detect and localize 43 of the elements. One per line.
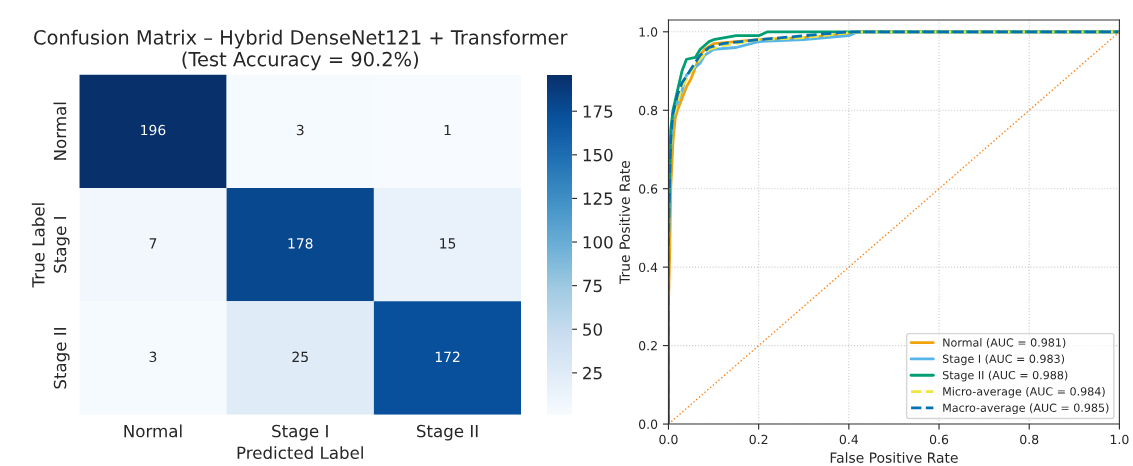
x-tick-label: 0.4 <box>839 434 859 445</box>
color-bar-label: 175 <box>583 105 613 118</box>
y-tick-label: Normal <box>53 102 67 160</box>
y-tick-label: 0.8 <box>639 105 658 116</box>
data-label: 3 <box>296 124 304 136</box>
x-tick-label: Stage I <box>272 424 328 441</box>
x-axis-title: Predicted Label <box>237 446 363 460</box>
y-tick-label: 1.0 <box>639 27 658 37</box>
data-label: 25 <box>292 351 308 363</box>
data-label: 172 <box>435 351 460 362</box>
x-tick-label: Stage II <box>416 424 478 441</box>
color-bar-label: 25 <box>583 366 602 380</box>
x-tick-label: 1.0 <box>1110 434 1129 445</box>
x-tick-label: 0.6 <box>929 434 949 445</box>
data-label: 15 <box>440 238 456 249</box>
y-axis-title: True Label <box>31 203 45 288</box>
color-bar-label: 150 <box>583 148 613 162</box>
y-tick-label: Stage II <box>53 328 70 389</box>
data-label: 196 <box>141 124 166 136</box>
y-tick-label: 0.6 <box>639 184 658 194</box>
legend-label: Stage I (AUC = 0.983) <box>942 354 1065 366</box>
color-bar-label: 125 <box>583 192 613 205</box>
y-tick-label: 0.2 <box>639 341 657 351</box>
data-label: 178 <box>288 238 313 249</box>
color-bar-label: 100 <box>583 236 613 249</box>
x-axis-title: False Positive Rate <box>830 452 958 463</box>
color-bar-label: 75 <box>583 279 602 293</box>
data-label: 3 <box>149 351 157 363</box>
x-tick-label: Normal <box>124 424 182 438</box>
legend-label: Stage II (AUC = 0.988) <box>942 370 1068 382</box>
y-axis-title: True Positive Rate <box>619 160 630 284</box>
legend-label: Micro-average (AUC = 0.984) <box>943 387 1105 398</box>
y-tick-label: 0.4 <box>639 262 658 273</box>
x-tick-label: 0.0 <box>659 434 678 445</box>
data-label: 1 <box>444 124 451 136</box>
x-tick-label: 0.2 <box>749 434 768 445</box>
color-bar-label: 50 <box>583 323 602 336</box>
legend-label: Normal (AUC = 0.981) <box>943 338 1066 348</box>
chart-title: Confusion Matrix – Hybrid DenseNet121 + Transformer (Test Accuracy = 90.2%) <box>34 29 568 71</box>
x-tick-label: 0.8 <box>1020 434 1039 445</box>
legend-label: Macro-average (AUC = 0.985) <box>943 403 1109 415</box>
data-label: 7 <box>149 238 157 249</box>
y-tick-label: Stage I <box>53 217 70 273</box>
